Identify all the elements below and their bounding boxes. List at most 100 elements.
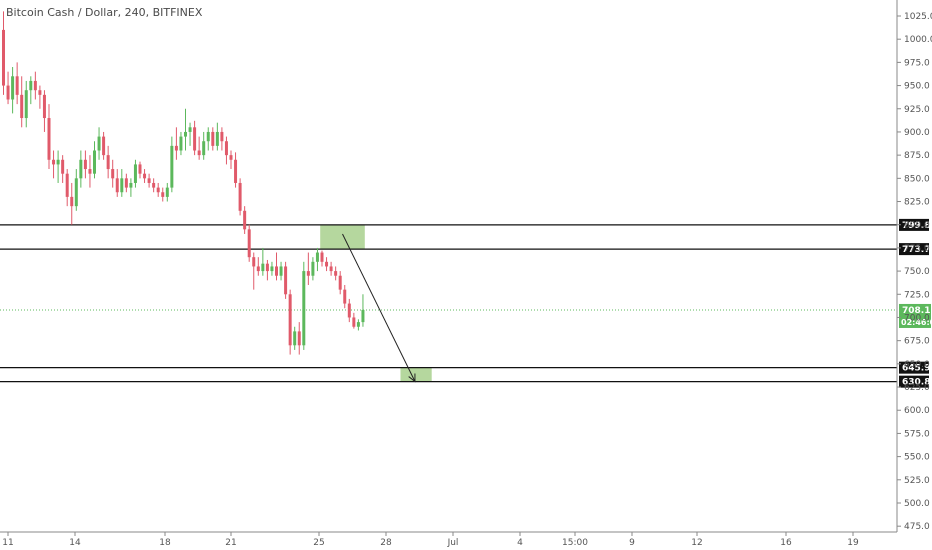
y-tick-label: 475.0 (904, 522, 930, 532)
candle-body (211, 131, 215, 146)
candle-body (11, 76, 15, 100)
candle-body (320, 252, 324, 262)
candle-body (311, 261, 315, 276)
x-tick-label: 28 (380, 538, 392, 548)
y-tick-label: 925.0 (904, 105, 930, 115)
y-tick-label: 975.0 (904, 58, 930, 68)
y-tick-label: 750.0 (904, 267, 930, 277)
candle-body (33, 80, 37, 91)
y-tick-label: 775.0 (904, 244, 930, 254)
x-tick-label: 9 (629, 538, 635, 548)
candle-body (220, 131, 224, 142)
zone-layer (320, 224, 432, 382)
candle-body (15, 76, 19, 95)
candle-body (29, 80, 33, 91)
level-label: 799.8 (902, 221, 930, 231)
y-tick-label: 700.0 (904, 313, 930, 323)
candle-body (202, 141, 206, 156)
candle-body (184, 131, 187, 137)
x-tick-label: 19 (847, 538, 859, 548)
candle-layer (2, 11, 365, 355)
y-tick-label: 500.0 (904, 499, 930, 509)
candle-body (325, 261, 329, 267)
x-tick-label: 16 (780, 538, 792, 548)
level-label: 773.7 (902, 245, 930, 255)
candle-body (188, 127, 192, 132)
level-label-bg (899, 361, 929, 374)
candle-body (238, 182, 242, 211)
y-tick-label: 650.0 (904, 360, 930, 370)
candle-body (115, 178, 119, 193)
y-tick-label: 525.0 (904, 476, 930, 486)
y-tick-label: 1025.0 (904, 12, 932, 22)
candle-body (120, 178, 124, 193)
candle-body (252, 257, 256, 267)
candle-body (275, 266, 278, 276)
level-layer: 799.8 773.7 645.9 630.8 708.1 02:46:01 (0, 218, 932, 388)
candle-body (347, 303, 351, 318)
candle-body (42, 94, 46, 119)
forecast-arrow-head (408, 373, 416, 383)
forecast-arrow (342, 233, 416, 382)
candle-body (83, 159, 87, 170)
candle-body (111, 169, 115, 179)
candle-body (352, 317, 356, 327)
candle-body (193, 127, 197, 151)
last-price-label-bg (899, 303, 931, 328)
target-zone (400, 367, 432, 382)
y-tick-label: 725.0 (904, 290, 930, 300)
candle-body (302, 271, 306, 346)
candle-body (215, 131, 219, 146)
candle-body (306, 271, 310, 276)
level-label-bg (899, 243, 929, 256)
candle-body (170, 145, 174, 188)
y-tick-label: 550.0 (904, 453, 930, 463)
x-tick-label: Jul (447, 538, 459, 548)
candle-body (2, 29, 5, 86)
candle-body (70, 196, 74, 207)
candle-body (24, 90, 28, 119)
candle-body (179, 136, 183, 151)
x-tick-label: 11 (2, 538, 13, 548)
candle-body (102, 136, 106, 156)
candle-body (52, 159, 56, 165)
candle-body (97, 136, 101, 151)
candle-body (174, 145, 178, 151)
candle-body (47, 118, 51, 160)
candle-body (361, 309, 365, 323)
x-tick-label: 25 (313, 538, 324, 548)
y-tick-label: 825.0 (904, 198, 930, 208)
y-tick-label: 950.0 (904, 82, 930, 92)
candle-body (297, 331, 301, 346)
candle-body (229, 155, 233, 160)
candle-body (261, 263, 265, 272)
candle-body (206, 131, 210, 142)
candle-body (152, 182, 156, 188)
candle-body (88, 169, 92, 174)
last-price-label: 708.1 (902, 306, 930, 316)
y-tick-label: 875.0 (904, 151, 930, 161)
candle-body (288, 294, 292, 346)
candle-body (197, 150, 201, 156)
y-tick-label: 850.0 (904, 174, 930, 184)
candle-body (334, 271, 338, 276)
candle-body (6, 85, 10, 100)
candle-body (106, 155, 110, 170)
candle-body (256, 266, 260, 272)
x-tick-label: 12 (691, 538, 702, 548)
y-tick-label: 600.0 (904, 406, 930, 416)
candle-body (270, 266, 274, 272)
candle-body (20, 94, 24, 119)
candle-body (234, 159, 238, 183)
candle-body (284, 266, 288, 295)
target-zone (320, 224, 365, 250)
y-tick-label: 800.0 (904, 221, 930, 231)
candle-body (165, 187, 169, 197)
level-label-bg (899, 375, 929, 388)
candle-body (156, 187, 160, 193)
y-tick-label: 900.0 (904, 128, 930, 138)
candle-body (79, 159, 83, 179)
x-tick-label: 18 (159, 538, 171, 548)
